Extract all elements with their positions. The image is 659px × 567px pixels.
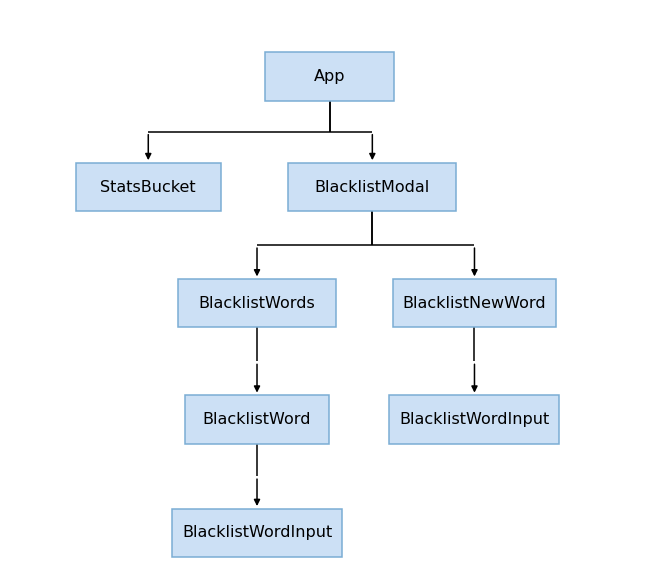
Text: BlacklistNewWord: BlacklistNewWord (403, 296, 546, 311)
FancyBboxPatch shape (178, 279, 336, 327)
Text: BlacklistWord: BlacklistWord (203, 412, 311, 427)
Text: App: App (314, 69, 345, 84)
FancyBboxPatch shape (288, 163, 456, 211)
FancyBboxPatch shape (393, 279, 556, 327)
Text: BlacklistModal: BlacklistModal (315, 180, 430, 194)
Text: BlacklistWordInput: BlacklistWordInput (182, 526, 332, 540)
FancyBboxPatch shape (76, 163, 221, 211)
FancyBboxPatch shape (172, 509, 342, 557)
Text: StatsBucket: StatsBucket (100, 180, 196, 194)
FancyBboxPatch shape (265, 53, 393, 101)
FancyBboxPatch shape (185, 396, 329, 443)
Text: BlacklistWordInput: BlacklistWordInput (399, 412, 550, 427)
FancyBboxPatch shape (389, 396, 559, 443)
Text: BlacklistWords: BlacklistWords (198, 296, 316, 311)
